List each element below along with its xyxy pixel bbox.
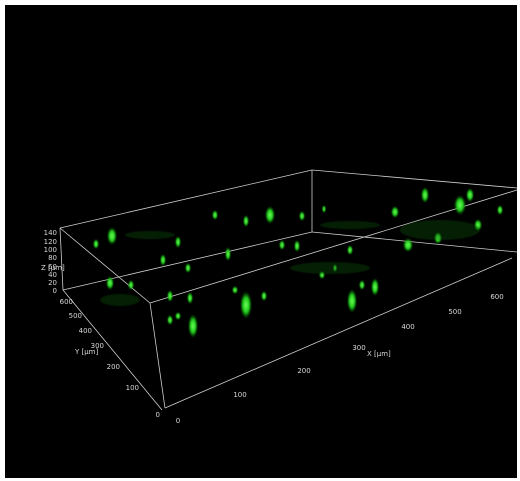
y-tick-label: 200 [107,363,120,371]
cell [454,195,466,215]
cell [175,236,181,248]
cell [185,263,191,273]
cell [160,254,166,266]
z-tick-label: 40 [48,271,57,279]
cell [359,280,365,290]
cell [106,276,114,290]
x-tick-label: 400 [401,323,414,331]
x-tick-label: 600 [490,293,503,301]
haze [400,220,480,240]
y-tick-label: 400 [79,327,92,335]
x-tick-label: 500 [448,308,461,316]
cell [371,278,379,296]
cell [128,280,134,290]
cell [299,211,305,221]
cell [261,291,267,301]
z-tick-label: 100 [44,246,57,254]
z-tick-label: 0 [53,287,57,295]
cell [347,289,357,313]
cell [279,240,285,250]
cell [225,247,231,261]
haze [320,221,380,229]
cell [187,292,193,304]
cell [391,206,399,218]
z-tick-label: 120 [44,238,57,246]
cell [232,286,238,294]
y-tick-label: 100 [126,384,139,392]
x-tick-label: 0 [176,417,180,425]
cell [240,291,252,319]
cell [466,188,474,202]
render-view: Z [µm] Y [µm] X [µm] 1401201008060402006… [0,0,520,481]
y-tick-label: 300 [91,342,104,350]
x-tick-label: 200 [297,367,310,375]
screenshot: Z [µm] Y [µm] X [µm] 1401201008060402006… [0,0,520,481]
x-axis-label: X [µm] [367,350,391,358]
cell [93,239,99,249]
cell [188,314,198,338]
cell [175,312,181,320]
cell [421,187,429,203]
z-tick-label: 140 [44,229,57,237]
cell [322,205,326,213]
cell [167,290,173,302]
cell [347,245,353,255]
cell [212,210,218,220]
haze [290,262,370,274]
cell [403,238,413,252]
x-tick-label: 100 [233,391,246,399]
cell [243,215,249,227]
y-tick-label: 500 [69,312,82,320]
haze [100,294,140,306]
y-tick-label: 0 [156,411,160,419]
z-tick-label: 60 [48,263,57,271]
haze [125,231,175,239]
z-tick-label: 80 [48,254,57,262]
z-tick-label: 20 [48,279,57,287]
cell [294,240,300,252]
cell [265,206,275,224]
cell [497,205,503,215]
cell [107,227,117,245]
cell [167,315,173,325]
y-tick-label: 600 [60,298,73,306]
x-tick-label: 300 [352,344,365,352]
